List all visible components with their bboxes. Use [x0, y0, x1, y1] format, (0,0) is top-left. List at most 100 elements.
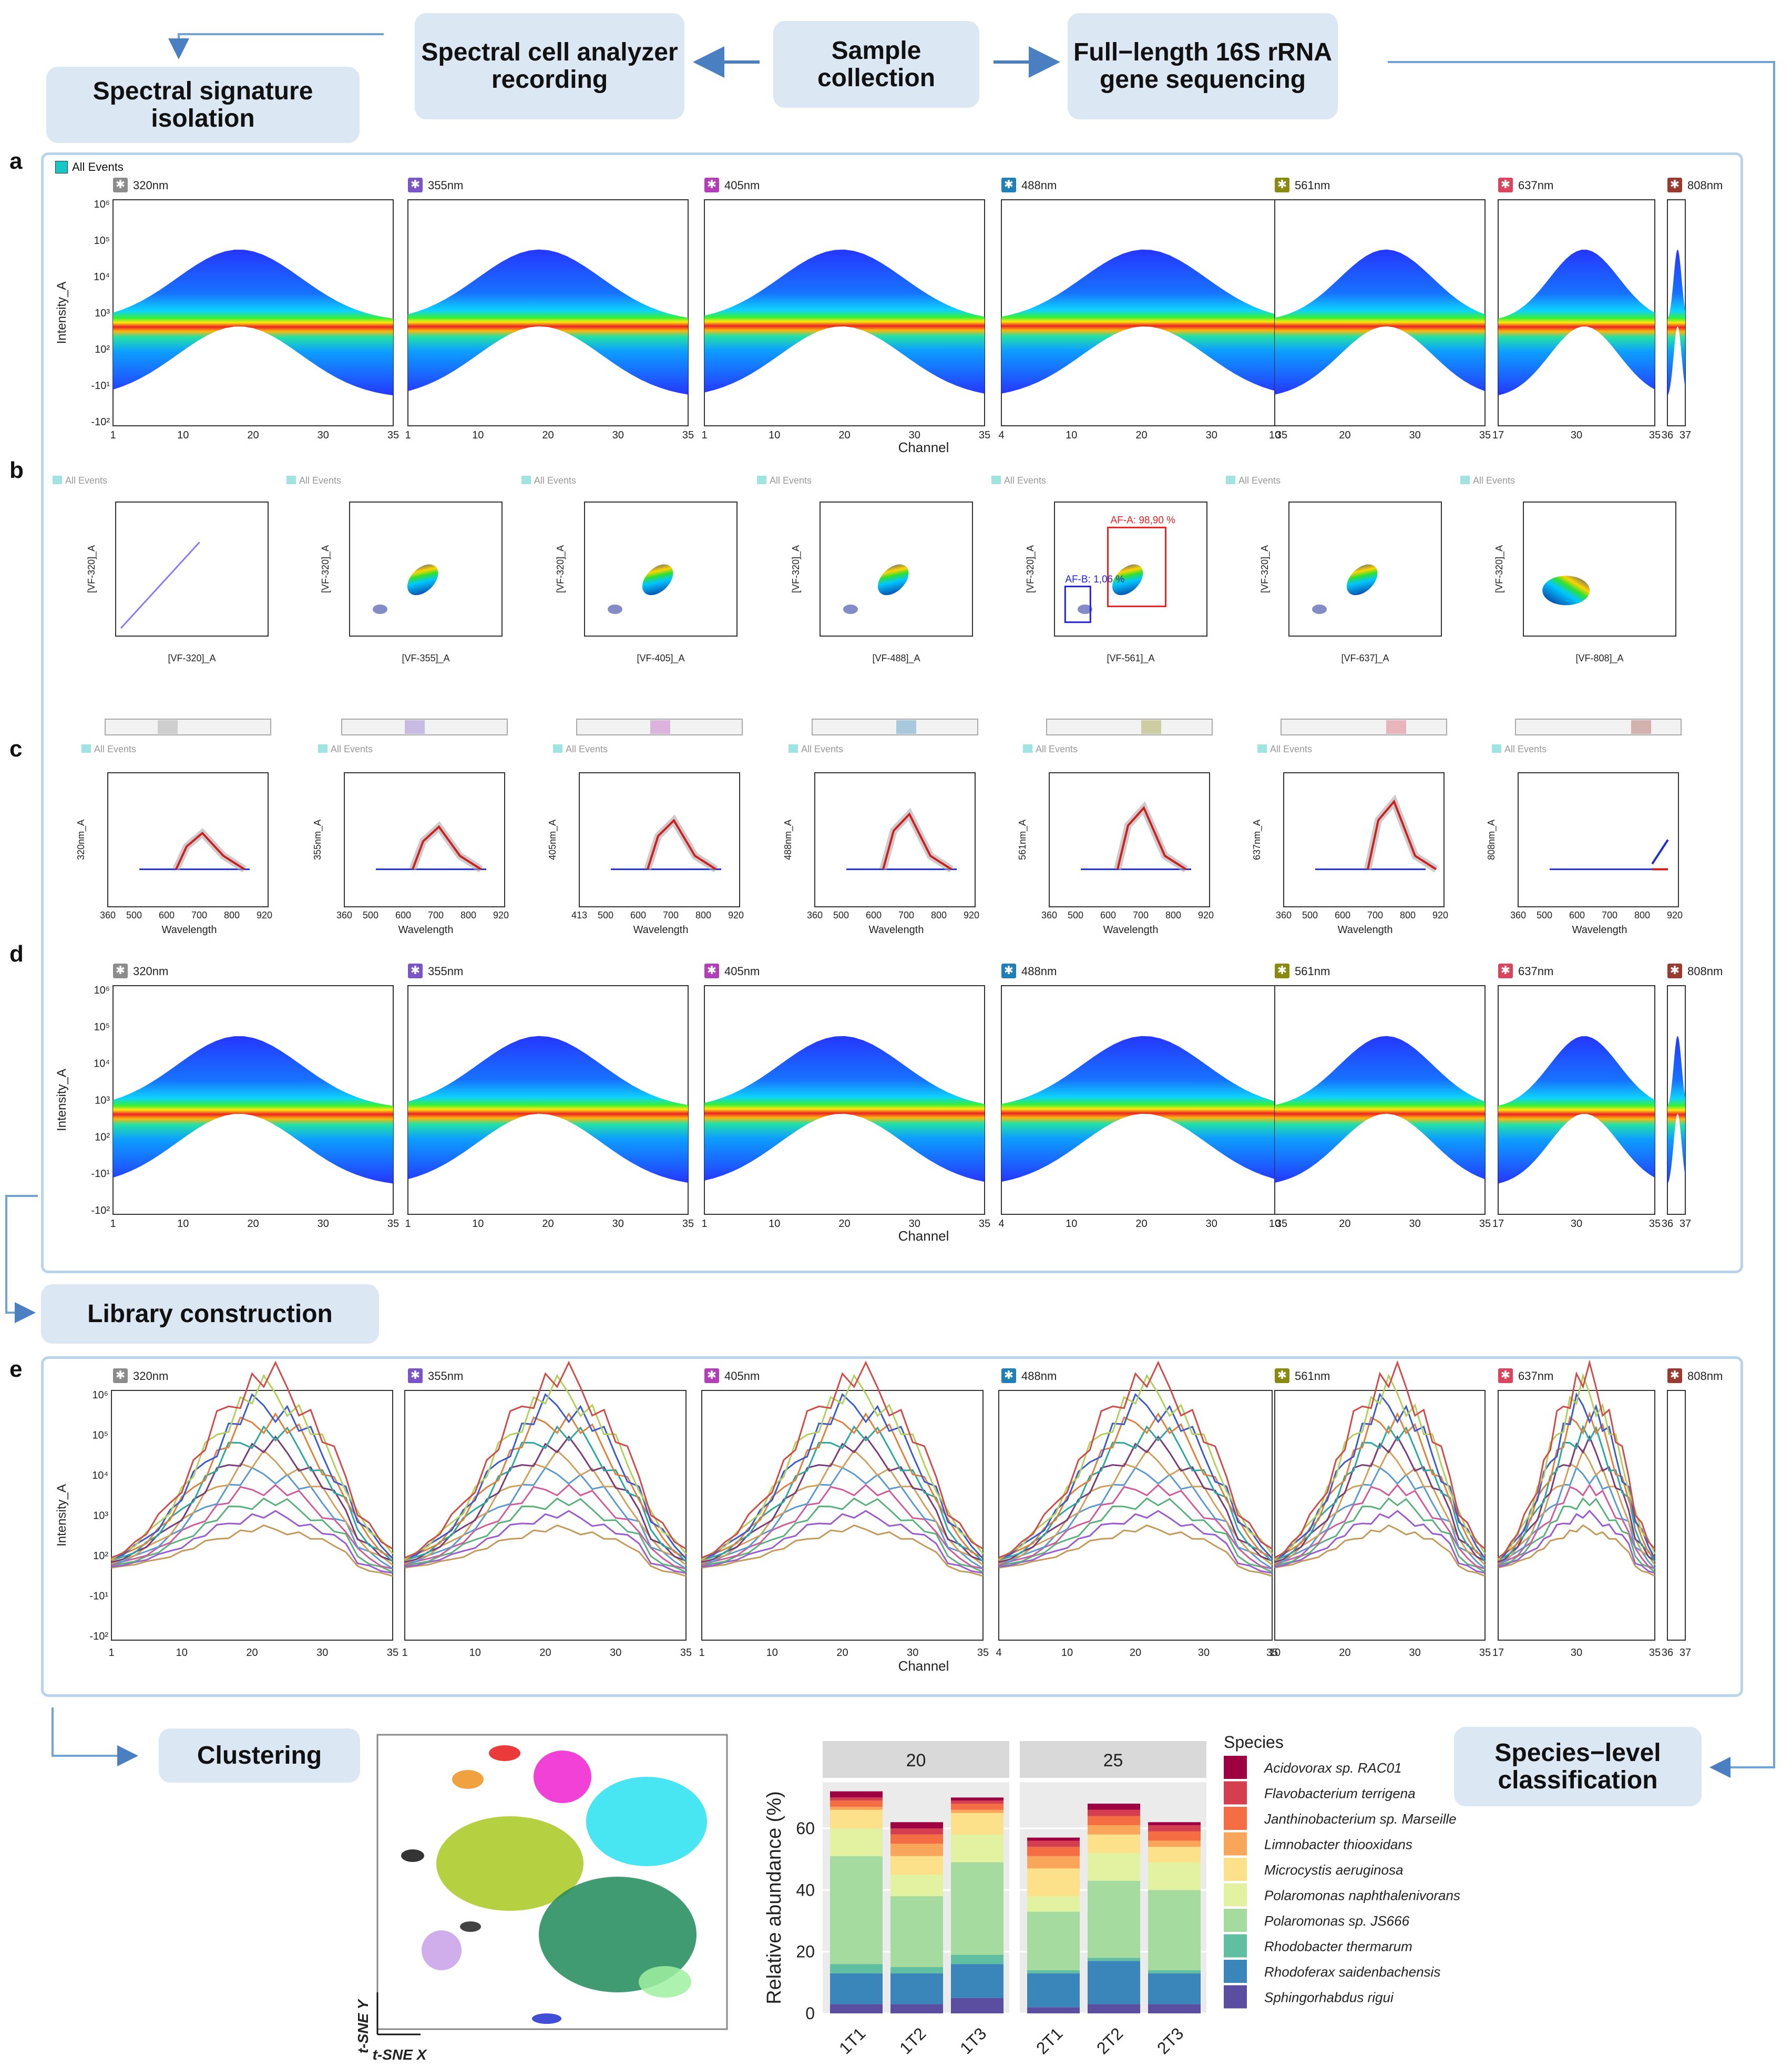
panel-c-all-events-4: All Events	[1036, 744, 1078, 754]
panel-a-xtick-355nm-4: 35	[682, 429, 694, 441]
panel-d-laser-label-637nm: 637nm	[1518, 965, 1553, 978]
panel-e-xtick-405nm-4: 35	[977, 1647, 989, 1659]
panel-e-xtick-561nm-0: 10	[1269, 1647, 1281, 1659]
panel-c-xtick-355nm-2: 700	[428, 910, 444, 920]
tsne-cluster-7	[639, 1966, 691, 1998]
bar-segment-2T1-1	[1027, 1973, 1080, 2008]
panel-a-laser-label-808nm: 808nm	[1687, 179, 1723, 192]
bar-legend-swatch-8	[1224, 1960, 1247, 1983]
panel-e-xtick-561nm-2: 30	[1409, 1647, 1421, 1659]
panel-b-cloud-small-355nm	[373, 605, 387, 614]
panel-b-ylabel-1: [VF-320]_A	[320, 545, 331, 593]
panel-b-all-events-3: All Events	[770, 475, 812, 486]
panel-a-xtick-405nm-1: 10	[769, 429, 780, 441]
panel-e-line-637nm-1	[1498, 1509, 1655, 1574]
panel-b-xlabel-355nm: [VF-355]_A	[402, 653, 449, 664]
panel-e-xtick-488nm-2: 20	[1130, 1647, 1141, 1659]
panel-e-line-355nm-0	[404, 1524, 687, 1577]
panel-a-xtick-808nm-1: 37	[1680, 429, 1691, 441]
panel-c-xtick-405nm-3: 800	[695, 910, 711, 920]
panel-e-laser-icon-320nm	[113, 1368, 128, 1383]
panel-a-heat-band-808nm	[1667, 249, 1685, 396]
panel-c-xtick-320nm-1: 600	[159, 910, 175, 920]
panel-a-xtick-355nm-3: 30	[612, 429, 624, 441]
tsne-cluster-9	[401, 1849, 424, 1862]
panel-a-laser-icon-561nm	[1275, 178, 1289, 192]
panel-e-xtick-488nm-1: 10	[1061, 1647, 1073, 1659]
bar-segment-1T2-7	[890, 1834, 943, 1844]
panel-a-xtick-561nm-2: 30	[1409, 429, 1421, 441]
panel-d-xtick-320nm-2: 20	[247, 1218, 259, 1230]
panel-c-median-405nm	[647, 818, 717, 871]
panel-a-xtick-488nm-3: 30	[1206, 429, 1217, 441]
tsne-cluster-8	[532, 2013, 561, 2024]
panel-c-xtick-561nm-0: 500	[1068, 910, 1083, 920]
panel-c-xlabel-488nm: Wavelength	[869, 924, 924, 936]
panel-b-all-events-4: All Events	[1004, 475, 1046, 486]
panel-a-xtick-355nm-2: 20	[542, 429, 554, 441]
panel-e-line-320nm-0	[111, 1524, 393, 1577]
panel-a-ylabel: Intensity_A	[55, 282, 69, 344]
panel-c-xtick-637nm-4: 920	[1432, 910, 1448, 920]
panel-e-line-637nm-11	[1498, 1359, 1656, 1559]
panel-a-heat-band-355nm	[408, 249, 688, 395]
panel-c-xtick-405nm-4: 920	[728, 910, 744, 920]
panel-b-ylabel-5: [VF-320]_A	[1259, 545, 1271, 593]
panel-letter-b: b	[9, 457, 24, 483]
panel-e-line-488nm-11	[998, 1360, 1273, 1559]
panel-e-ytick-3: 10³	[93, 1510, 108, 1522]
panel-e-laser-star-405nm: ✱	[707, 1368, 716, 1382]
panel-d-ytick-5: -10¹	[91, 1168, 110, 1180]
panel-c-spectrum-bar-808nm	[1515, 719, 1682, 735]
bar-segment-2T3-2	[1148, 1970, 1201, 1973]
panel-d-xtick-355nm-0: 1	[405, 1218, 411, 1230]
panel-b-gate-a-label: AF-A: 98,90 %	[1111, 515, 1176, 526]
panel-c-median-561nm	[1117, 806, 1187, 871]
panel-e-xtick-637nm-2: 35	[1649, 1647, 1661, 1659]
panel-a-laser-icon-808nm	[1667, 178, 1682, 192]
panel-d-laser-label-355nm: 355nm	[428, 965, 463, 978]
bar-segment-1T2-2	[890, 1967, 943, 1973]
panel-b-ylabel-6: [VF-320]_A	[1494, 545, 1505, 593]
panel-d-laser-icon-488nm	[1001, 964, 1016, 978]
panel-letter-c: c	[9, 736, 23, 762]
bar-segment-1T3-2	[951, 1955, 1003, 1964]
panel-d-laser-icon-637nm	[1498, 964, 1513, 978]
panel-e-xtick-488nm-0: 4	[996, 1647, 1001, 1659]
bar-segment-2T3-4	[1148, 1862, 1201, 1890]
panel-c-xtick-355nm-3: 800	[460, 910, 476, 920]
panel-a-laser-icon-488nm	[1001, 178, 1016, 192]
bar-segment-1T3-3	[951, 1862, 1003, 1955]
panel-c-spectrum-bar-355nm	[341, 719, 508, 735]
panel-d-xtick-320nm-0: 1	[110, 1218, 116, 1230]
panel-a-xtick-488nm-2: 20	[1135, 429, 1147, 441]
panel-a-ytick-6: -10²	[91, 416, 110, 428]
bar-legend-swatch-0	[1224, 1756, 1247, 1779]
panel-c-frame-320nm	[107, 772, 269, 907]
panel-c-median-355nm	[412, 825, 482, 871]
panel-c-spectrum-bar-561nm	[1046, 719, 1213, 735]
bar-facet-strip-25	[1020, 1741, 1206, 1778]
bar-segment-1T1-5	[830, 1809, 883, 1828]
panel-d-xtick-488nm-3: 30	[1206, 1218, 1217, 1230]
panel-d-ytick-1: 10⁵	[94, 1021, 110, 1033]
panel-d-laser-icon-355nm	[408, 964, 423, 978]
tsne-cluster-6	[422, 1930, 462, 1970]
panel-e-xtick-355nm-2: 20	[539, 1647, 551, 1659]
panel-e-line-561nm-2	[1274, 1497, 1486, 1573]
panel-d-heat-band-488nm	[1001, 1036, 1282, 1182]
bar-legend-label-5: Polaromonas naphthalenivorans	[1264, 1888, 1460, 1904]
tsne-cluster-1	[539, 1877, 697, 1992]
panel-a-xtick-808nm-0: 36	[1662, 429, 1673, 441]
panel-b-ylabel-0: [VF-320]_A	[86, 545, 97, 593]
bar-segment-1T3-0	[951, 1998, 1003, 2013]
panel-b-cloud-small-488nm	[843, 605, 858, 614]
panel-b-cloud-small-561nm	[1078, 605, 1092, 614]
bar-segment-1T2-6	[890, 1844, 943, 1856]
panel-a-laser-star-355nm: ✱	[411, 178, 420, 191]
panel-a-laser-label-355nm: 355nm	[428, 179, 463, 192]
bar-segment-2T2-5	[1088, 1834, 1140, 1853]
panel-a-xtick-320nm-0: 1	[110, 429, 116, 441]
panel-e-line-561nm-5	[1274, 1449, 1486, 1566]
panel-c-all-events-swatch-4	[1023, 744, 1032, 753]
